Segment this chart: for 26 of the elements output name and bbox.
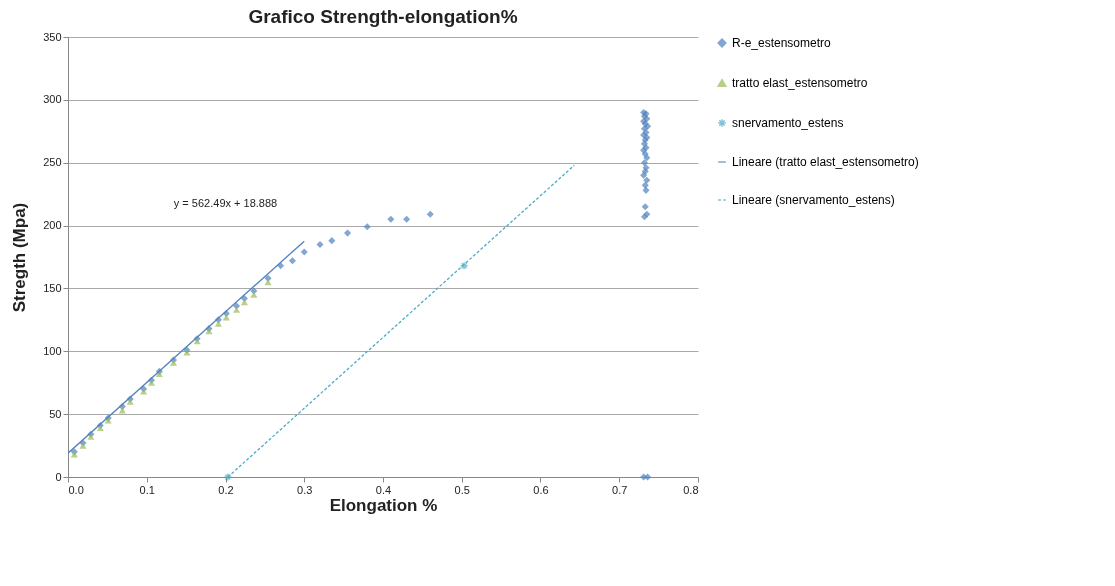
legend-label: snervamento_estens bbox=[732, 116, 844, 130]
y-axis-title: Stregth (Mpa) bbox=[10, 202, 30, 313]
legend-label: Lineare (snervamento_estens) bbox=[732, 193, 895, 207]
y-tick-label: 300 bbox=[43, 93, 62, 106]
legend-label: R-e_estensometro bbox=[732, 36, 832, 50]
x-tick-label: 0.6 bbox=[533, 483, 549, 496]
y-tick-label: 50 bbox=[49, 407, 62, 420]
y-tick-label: 0 bbox=[55, 470, 62, 483]
x-tick-label: 0.4 bbox=[375, 483, 392, 496]
y-tick-label: 250 bbox=[43, 156, 62, 169]
y-tick-label: 150 bbox=[43, 281, 62, 294]
legend-label: Lineare (tratto elast_estensometro) bbox=[732, 155, 919, 169]
x-tick-label: 0.3 bbox=[297, 483, 313, 496]
x-axis-title: Elongation % bbox=[329, 495, 438, 515]
annotation: y = 562.49x + 18.888 bbox=[173, 197, 278, 210]
x-tick-label: 0.1 bbox=[139, 483, 155, 496]
legend-label: tratto elast_estensometro bbox=[732, 76, 868, 90]
chart-title: Grafico Strength-elongation% bbox=[248, 6, 518, 27]
y-tick-label: 350 bbox=[43, 30, 62, 43]
x-tick-label: 0.5 bbox=[454, 483, 470, 496]
x-tick-label: 0.8 bbox=[683, 483, 699, 496]
x-tick-label: 0.0 bbox=[68, 483, 84, 496]
y-tick-label: 200 bbox=[43, 219, 62, 232]
x-tick-label: 0.7 bbox=[612, 483, 628, 496]
x-tick-label: 0.2 bbox=[218, 483, 234, 496]
y-tick-label: 100 bbox=[43, 344, 62, 357]
